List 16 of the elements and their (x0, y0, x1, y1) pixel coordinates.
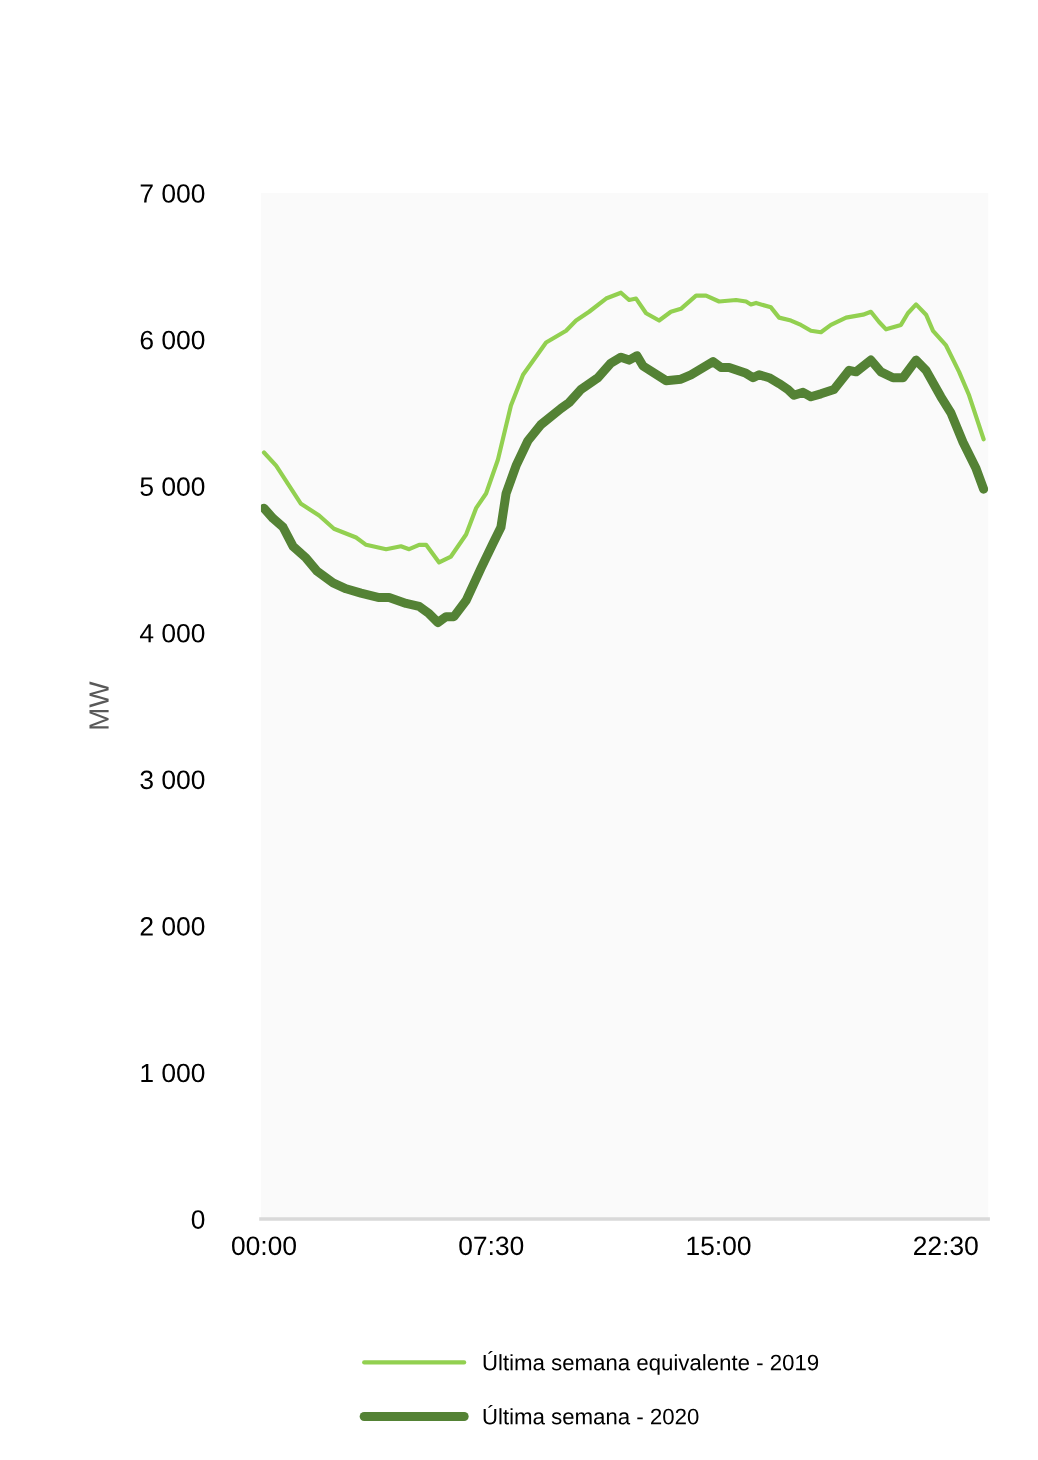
y-tick-label: 3 000 (140, 770, 205, 790)
legend-label: Última semana - 2020 (483, 1405, 699, 1425)
y-tick-label: 2 000 (140, 917, 205, 936)
x-tick-label: 00:00 (232, 1236, 296, 1256)
y-tick-label: 1 000 (141, 1063, 205, 1083)
y-tick-label: 6 000 (140, 330, 205, 350)
x-tick-label: 07:30 (459, 1236, 524, 1256)
y-axis-title: MW (89, 681, 109, 729)
legend-label: Última semana equivalente - 2019 (483, 1350, 819, 1375)
y-tick-label: 5 000 (140, 477, 205, 496)
line-series (261, 290, 986, 565)
x-tick-label: 15:00 (687, 1236, 751, 1256)
y-tick-label: 0 (191, 1210, 205, 1229)
x-tick-label: 22:30 (914, 1236, 978, 1256)
y-tick-label: 4 000 (139, 623, 205, 643)
y-tick-label: 7 000 (140, 184, 205, 203)
